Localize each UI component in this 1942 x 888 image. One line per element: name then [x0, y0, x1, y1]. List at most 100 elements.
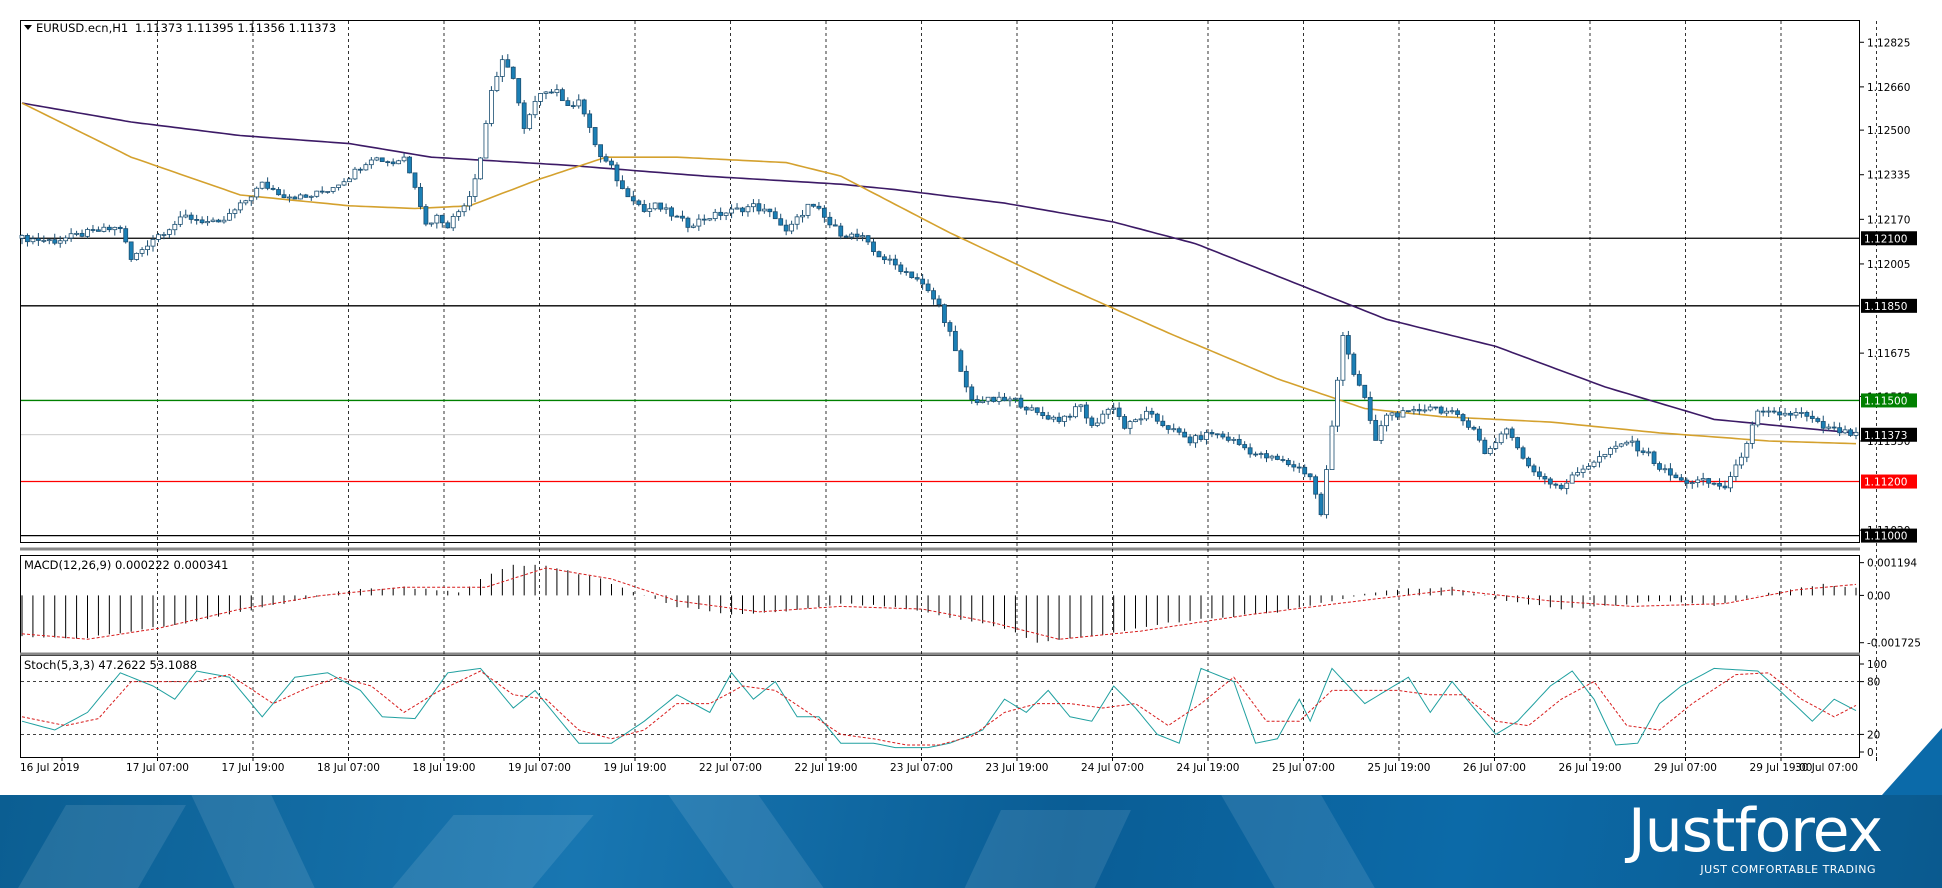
candle-up [527, 114, 533, 129]
candle-up [30, 238, 36, 243]
candle-up [1231, 438, 1237, 441]
candle-down [1678, 477, 1684, 481]
candle-down [265, 181, 271, 189]
stoch-pane-frame [20, 655, 1860, 758]
candle-down [1182, 431, 1188, 438]
candle-up [1258, 453, 1264, 455]
candle-down [658, 202, 664, 210]
candle-down [1160, 420, 1166, 427]
candle-up [183, 214, 189, 218]
candle-down [843, 235, 849, 238]
candle-down [1537, 471, 1542, 477]
current-price-label: 1.11373 [1864, 430, 1907, 442]
candle-down [1154, 413, 1160, 422]
candle-down [991, 396, 996, 402]
x-tick-label: 29 Jul 19:00 [1750, 762, 1813, 774]
candle-down [128, 241, 134, 260]
candle-down [603, 156, 609, 162]
candle-up [101, 226, 107, 232]
candle-up [1826, 426, 1832, 429]
candle-down [117, 226, 123, 230]
candle-up [237, 202, 243, 211]
candle-up [330, 187, 336, 192]
candle-down [1722, 485, 1728, 489]
candle-up [341, 181, 347, 186]
candle-up [243, 200, 249, 204]
candle-down [1275, 455, 1280, 460]
candle-down [1307, 473, 1313, 478]
candle-up [1733, 464, 1739, 477]
candle-up [1755, 410, 1761, 426]
candle-up [1389, 412, 1395, 416]
x-tick-label: 29 Jul 07:00 [1654, 762, 1717, 774]
price-level-label: 1.11200 [1864, 477, 1907, 489]
x-tick-label: 19 Jul 07:00 [508, 762, 571, 774]
candle-down [1831, 426, 1837, 429]
candle-down [1520, 447, 1526, 459]
candle-down [1558, 484, 1564, 489]
moving-average-slow [21, 102, 1857, 434]
candle-up [996, 396, 1002, 402]
candle-up [1449, 410, 1455, 413]
candle-up [1444, 410, 1450, 414]
candle-up [85, 229, 90, 237]
candle-down [270, 187, 276, 190]
price-level-label: 1.11000 [1864, 531, 1907, 543]
title-dropdown-icon[interactable] [24, 25, 32, 30]
candle-up [325, 191, 331, 193]
candle-down [1547, 478, 1553, 485]
candle-down [1056, 416, 1062, 422]
candle-down [914, 277, 920, 280]
x-tick-label: 22 Jul 19:00 [795, 762, 858, 774]
candle-up [1700, 478, 1706, 481]
candle-down [1657, 463, 1662, 470]
candle-down [445, 222, 451, 229]
candle-up [1340, 335, 1346, 381]
candle-up [1204, 432, 1209, 440]
candle-down [1476, 428, 1482, 441]
candle-up [532, 100, 538, 116]
candle-up [467, 196, 472, 207]
candle-up [1007, 398, 1013, 402]
candle-down [636, 200, 642, 205]
y-tick-label: 1.12335 [1867, 170, 1910, 182]
candle-up [1427, 406, 1433, 411]
candle-up [745, 206, 751, 213]
candle-up [1422, 409, 1428, 412]
candle-up [1094, 422, 1100, 426]
candle-down [903, 271, 909, 273]
candle-up [1378, 425, 1384, 441]
candle-up [1580, 468, 1586, 473]
candle-down [1668, 468, 1673, 476]
candle-down [423, 206, 429, 225]
candle-down [898, 264, 904, 272]
x-tick-label: 18 Jul 19:00 [413, 762, 476, 774]
candle-up [434, 214, 440, 224]
x-tick-label: 25 Jul 07:00 [1272, 762, 1335, 774]
stoch-tick-label: 0 [1867, 747, 1874, 759]
candle-up [707, 218, 713, 221]
candle-down [958, 350, 964, 372]
candle-up [259, 181, 265, 189]
candle-up [800, 214, 805, 218]
candle-up [1597, 456, 1602, 463]
candle-up [150, 238, 156, 247]
candle-up [887, 258, 893, 261]
macd-tick-label: 0.00 [1867, 590, 1890, 602]
candle-up [761, 208, 767, 212]
candle-up [1766, 410, 1772, 413]
candle-up [472, 178, 478, 197]
candle-down [123, 228, 129, 243]
candle-up [1498, 433, 1504, 444]
brand-logo[interactable]: Justforex [1627, 796, 1883, 866]
candle-up [723, 212, 729, 216]
candle-up [41, 239, 47, 242]
x-tick-label: 26 Jul 19:00 [1559, 762, 1622, 774]
candle-up [751, 203, 756, 208]
candle-down [1236, 438, 1242, 445]
macd-title: MACD(12,26,9) 0.000222 0.000341 [24, 558, 228, 572]
candle-down [609, 160, 614, 166]
candle-down [871, 241, 876, 253]
candle-up [1138, 418, 1144, 421]
candle-down [772, 211, 778, 220]
